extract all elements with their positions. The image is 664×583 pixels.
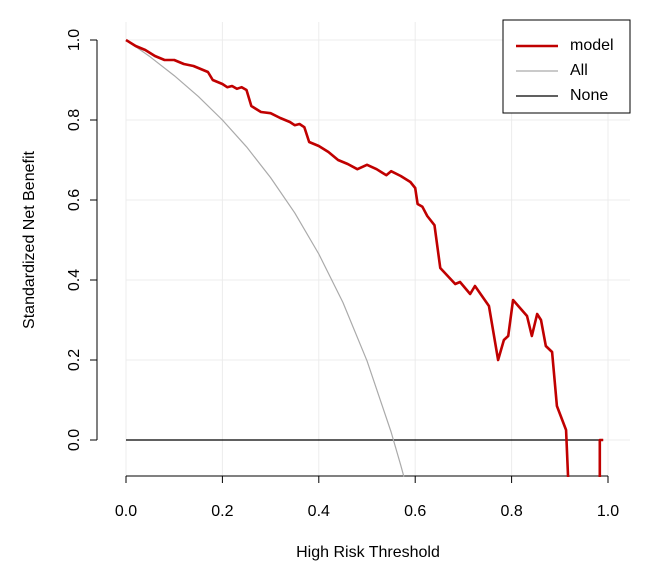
- legend-label: model: [570, 37, 614, 54]
- legend-label: None: [570, 87, 608, 104]
- series-line: [125, 39, 405, 477]
- x-tick-label: 0.2: [211, 503, 233, 520]
- y-tick-label: 1.0: [66, 29, 83, 51]
- x-tick-label: 1.0: [597, 503, 619, 520]
- plot-area: [125, 38, 604, 477]
- legend-label: All: [570, 62, 588, 79]
- legend-box: [502, 19, 631, 114]
- x-tick-label: 0.8: [500, 503, 522, 520]
- x-tick-label: 0.4: [308, 503, 330, 520]
- y-tick-label: 0.0: [66, 429, 83, 451]
- y-tick-label: 0.8: [66, 109, 83, 131]
- y-tick-label: 0.2: [66, 349, 83, 371]
- y-tick-label: 0.4: [66, 269, 83, 291]
- y-tick-label: 0.6: [66, 189, 83, 211]
- series-line: [125, 38, 604, 477]
- x-tick-label: 0.0: [115, 503, 137, 520]
- x-tick-label: 0.6: [404, 503, 426, 520]
- x-axis-label: High Risk Threshold: [296, 544, 440, 561]
- y-axis-label: Standardized Net Benefit: [21, 151, 38, 329]
